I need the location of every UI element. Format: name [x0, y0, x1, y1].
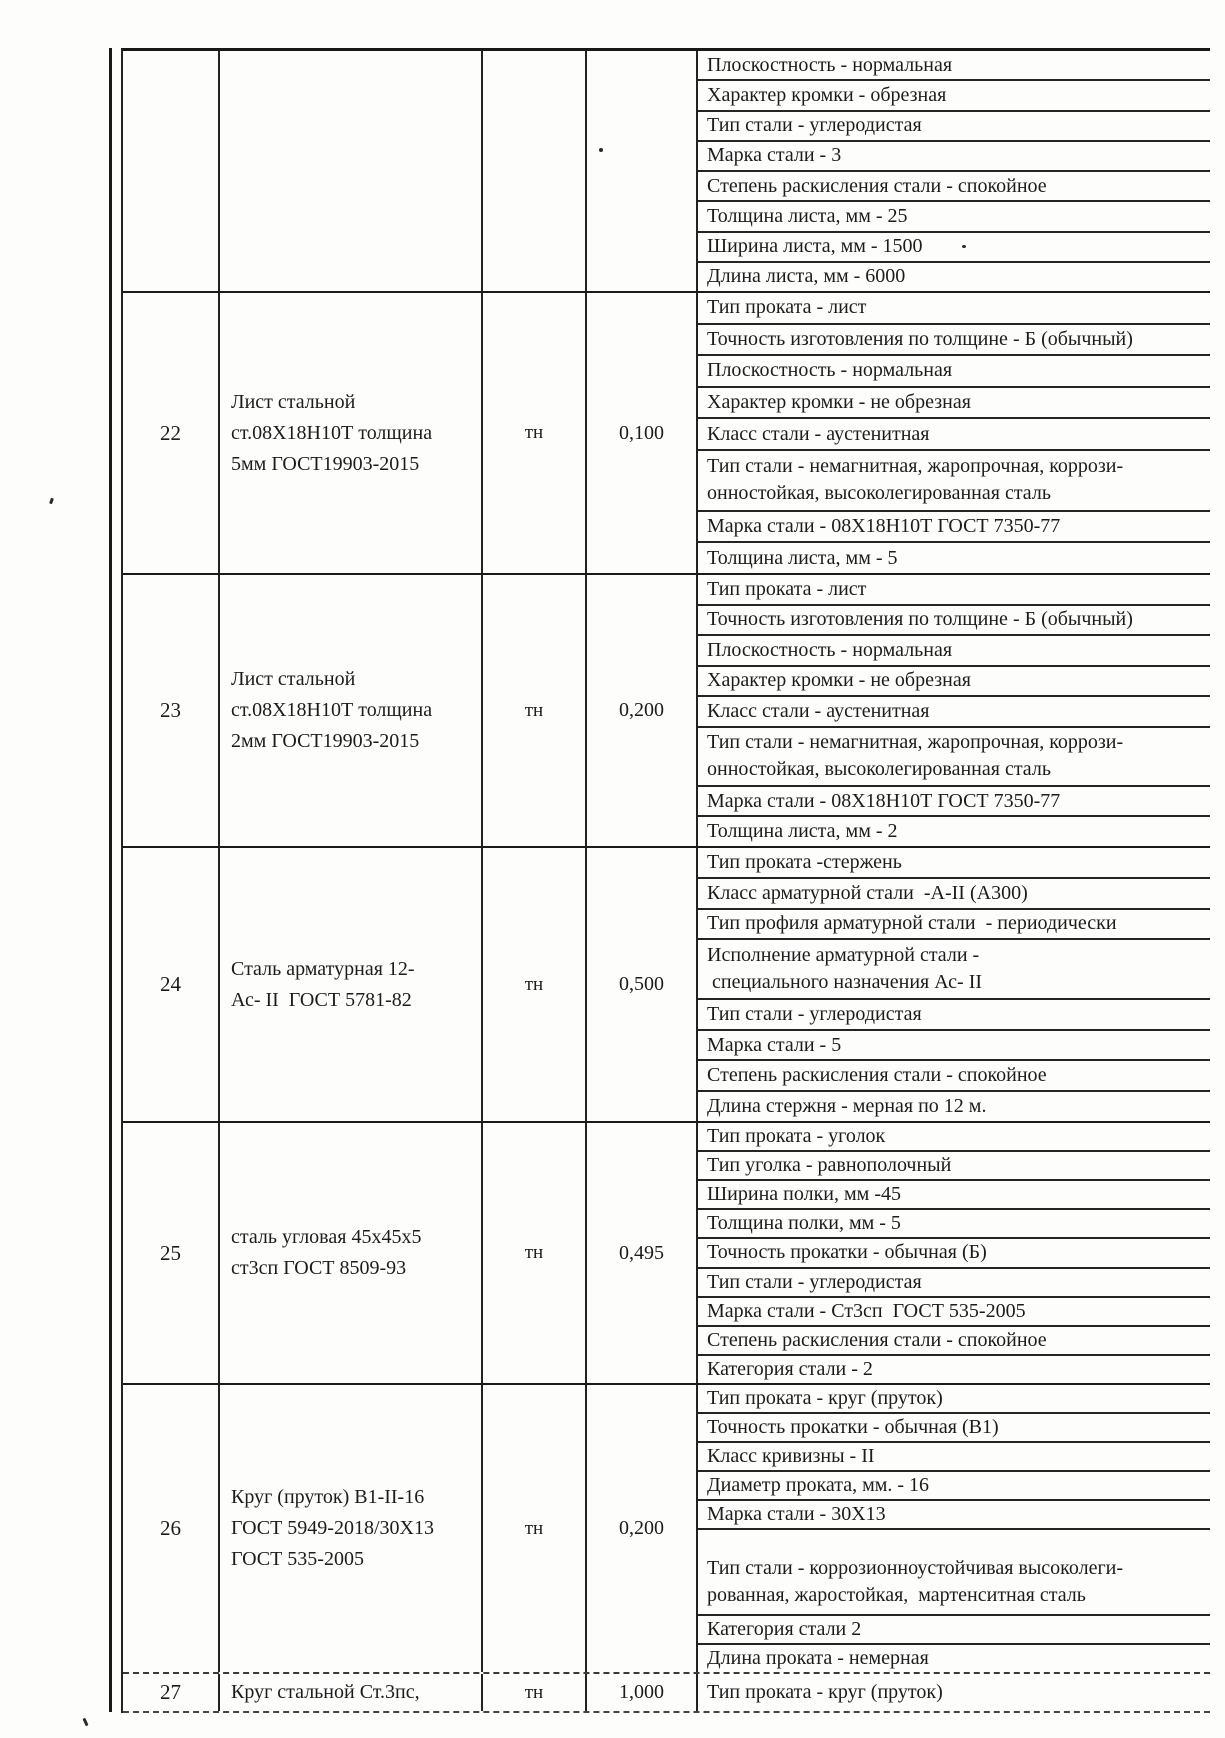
characteristic-line: Тип проката - лист: [698, 575, 1210, 606]
table-outer-left-border: [109, 48, 112, 1712]
characteristic-line: Марка стали - 08Х18Н10Т ГОСТ 7350-77: [698, 512, 1210, 544]
item-name-cell: [220, 51, 483, 291]
scan-artifact: [962, 245, 966, 248]
characteristic-line: Тип стали - коррозионноустойчивая высоко…: [698, 1530, 1210, 1616]
characteristic-line: Тип стали - немагнитная, жаропрочная, ко…: [698, 728, 1210, 787]
unit-cell: тн: [483, 1123, 587, 1383]
characteristic-line: Плоскостность - нормальная: [698, 356, 1210, 388]
characteristic-line: Степень раскисления стали - спокойное: [698, 1061, 1210, 1093]
characteristic-line: Марка стали - Ст3сп ГОСТ 535-2005: [698, 1298, 1210, 1327]
characteristics-cell: Тип проката - круг (пруток): [698, 1674, 1210, 1711]
quantity-cell: [587, 51, 698, 291]
row-number-cell: 22: [123, 293, 220, 573]
row-number-cell: 23: [123, 575, 220, 846]
characteristics-cell: Тип проката -стержень Класс арматурной с…: [698, 848, 1210, 1121]
characteristic-line: Марка стали - 5: [698, 1031, 1210, 1062]
specification-table: Плоскостность - нормальная Характер кром…: [121, 48, 1210, 1713]
quantity-cell: 0,495: [587, 1123, 698, 1383]
quantity-cell: 0,200: [587, 575, 698, 846]
characteristic-line: Длина листа, мм - 6000: [707, 265, 906, 288]
characteristic-line: Плоскостность - нормальная: [698, 636, 1210, 667]
characteristic-line: Марка стали - 08Х18Н10Т ГОСТ 7350-77: [698, 787, 1210, 818]
characteristic-line: Точность прокатки - обычная (В1): [698, 1414, 1210, 1443]
characteristic-line: Степень раскисления стали - спокойное: [698, 172, 1210, 203]
scan-artifact: [49, 497, 54, 505]
characteristic-line: Точность прокатки - обычная (Б): [698, 1239, 1210, 1269]
characteristics-cell: Тип проката - лист Точность изготовления…: [698, 575, 1210, 846]
characteristic-line: Длина проката - немерная: [707, 1647, 929, 1669]
characteristics-cell: Тип проката - уголок Тип уголка - равноп…: [698, 1123, 1210, 1383]
item-name-cell: Лист стальной ст.08Х18Н10Т толщина 5мм Г…: [220, 293, 483, 573]
characteristic-line: Класс кривизны - II: [698, 1443, 1210, 1472]
characteristic-line: Ширина полки, мм -45: [698, 1181, 1210, 1211]
characteristic-line: Характер кромки - не обрезная: [698, 667, 1210, 698]
quantity-cell: 0,100: [587, 293, 698, 573]
unit-cell: тн: [483, 848, 587, 1121]
characteristic-line: Категория стали 2: [698, 1616, 1210, 1645]
characteristic-line: Толщина листа, мм - 5: [707, 546, 898, 569]
table-row-26: 26 Круг (пруток) В1-II-16 ГОСТ 5949-2018…: [123, 1385, 1210, 1674]
characteristic-line: Точность изготовления по толщине - Б (об…: [698, 606, 1210, 637]
row-number-cell: 24: [123, 848, 220, 1121]
item-name-cell: Лист стальной ст.08Х18Н10Т толщина 2мм Г…: [220, 575, 483, 846]
characteristic-line: Тип уголка - равнополочный: [698, 1152, 1210, 1182]
table-row-25: 25 сталь угловая 45х45х5 ст3сп ГОСТ 8509…: [123, 1123, 1210, 1385]
characteristic-line: Тип проката - круг (пруток): [698, 1385, 1210, 1414]
table-row-23: 23 Лист стальной ст.08Х18Н10Т толщина 2м…: [123, 575, 1210, 848]
unit-cell: тн: [483, 293, 587, 573]
characteristic-line: Характер кромки - не обрезная: [698, 388, 1210, 420]
table-row-27: 27 Круг стальной Ст.3пс, тн 1,000 Тип пр…: [123, 1674, 1210, 1713]
row-number-cell: 25: [123, 1123, 220, 1383]
characteristic-line: Тип стали - углеродистая: [698, 112, 1210, 142]
characteristic-line: Марка стали - 3: [698, 142, 1210, 172]
characteristic-line: Плоскостность - нормальная: [698, 51, 1210, 82]
unit-cell: тн: [483, 1674, 587, 1711]
characteristic-line: Исполнение арматурной стали - специально…: [698, 940, 1210, 1000]
quantity-cell: 0,500: [587, 848, 698, 1121]
characteristic-line: Степень раскисления стали - спокойное: [698, 1327, 1210, 1356]
characteristic-line: Тип проката -стержень: [698, 848, 1210, 879]
characteristic-line: Точность изготовления по толщине - Б (об…: [698, 325, 1210, 357]
characteristic-line: Диаметр проката, мм. - 16: [698, 1472, 1210, 1501]
characteristic-line: Класс стали - аустенитная: [698, 697, 1210, 728]
quantity-cell: 0,200: [587, 1385, 698, 1672]
characteristic-line: Категория стали - 2: [707, 1357, 873, 1380]
scan-artifact: [82, 1717, 89, 1727]
scan-artifact: [599, 148, 603, 152]
row-number-cell: 27: [123, 1674, 220, 1711]
characteristic-line: Марка стали - 30Х13: [698, 1501, 1210, 1530]
item-name-cell: Круг (пруток) В1-II-16 ГОСТ 5949-2018/30…: [220, 1385, 483, 1672]
characteristics-cell: Тип проката - лист Точность изготовления…: [698, 293, 1210, 573]
row-number-cell: [123, 51, 220, 291]
unit-cell: тн: [483, 1385, 587, 1672]
unit-cell: [483, 51, 587, 291]
characteristic-line: Тип стали - немагнитная, жаропрочная, ко…: [698, 451, 1210, 512]
characteristic-line: Толщина полки, мм - 5: [698, 1210, 1210, 1240]
unit-cell: тн: [483, 575, 587, 846]
characteristic-line: Характер кромки - обрезная: [698, 81, 1210, 112]
characteristic-line: Тип стали - углеродистая: [698, 1269, 1210, 1298]
characteristic-line: Тип проката - круг (пруток): [707, 1681, 943, 1703]
characteristic-line: Тип проката - лист: [698, 293, 1210, 325]
characteristic-line: Тип стали - углеродистая: [698, 1000, 1210, 1031]
item-name-cell: сталь угловая 45х45х5 ст3сп ГОСТ 8509-93: [220, 1123, 483, 1383]
item-name-cell: Круг стальной Ст.3пс,: [220, 1674, 483, 1711]
characteristic-line: Класс стали - аустенитная: [698, 419, 1210, 451]
characteristic-line: Тип проката - уголок: [698, 1123, 1210, 1153]
characteristics-cell: Плоскостность - нормальная Характер кром…: [698, 51, 1210, 291]
characteristic-line: Тип профиля арматурной стали - периодиче…: [698, 910, 1210, 941]
table-row-continuation: Плоскостность - нормальная Характер кром…: [123, 51, 1210, 293]
characteristic-line: Класс арматурной стали -А-II (А300): [698, 879, 1210, 910]
characteristic-line: Ширина листа, мм - 1500: [698, 233, 1210, 263]
quantity-cell: 1,000: [587, 1674, 698, 1711]
table-row-24: 24 Сталь арматурная 12- Ас- II ГОСТ 5781…: [123, 848, 1210, 1123]
characteristic-line: Толщина листа, мм - 2: [707, 820, 898, 843]
item-name-cell: Сталь арматурная 12- Ас- II ГОСТ 5781-82: [220, 848, 483, 1121]
table-row-22: 22 Лист стальной ст.08Х18Н10Т толщина 5м…: [123, 293, 1210, 575]
row-number-cell: 26: [123, 1385, 220, 1672]
characteristic-line: Длина стержня - мерная по 12 м.: [707, 1095, 987, 1118]
characteristics-cell: Тип проката - круг (пруток) Точность про…: [698, 1385, 1210, 1672]
characteristic-line: Толщина листа, мм - 25: [698, 202, 1210, 233]
